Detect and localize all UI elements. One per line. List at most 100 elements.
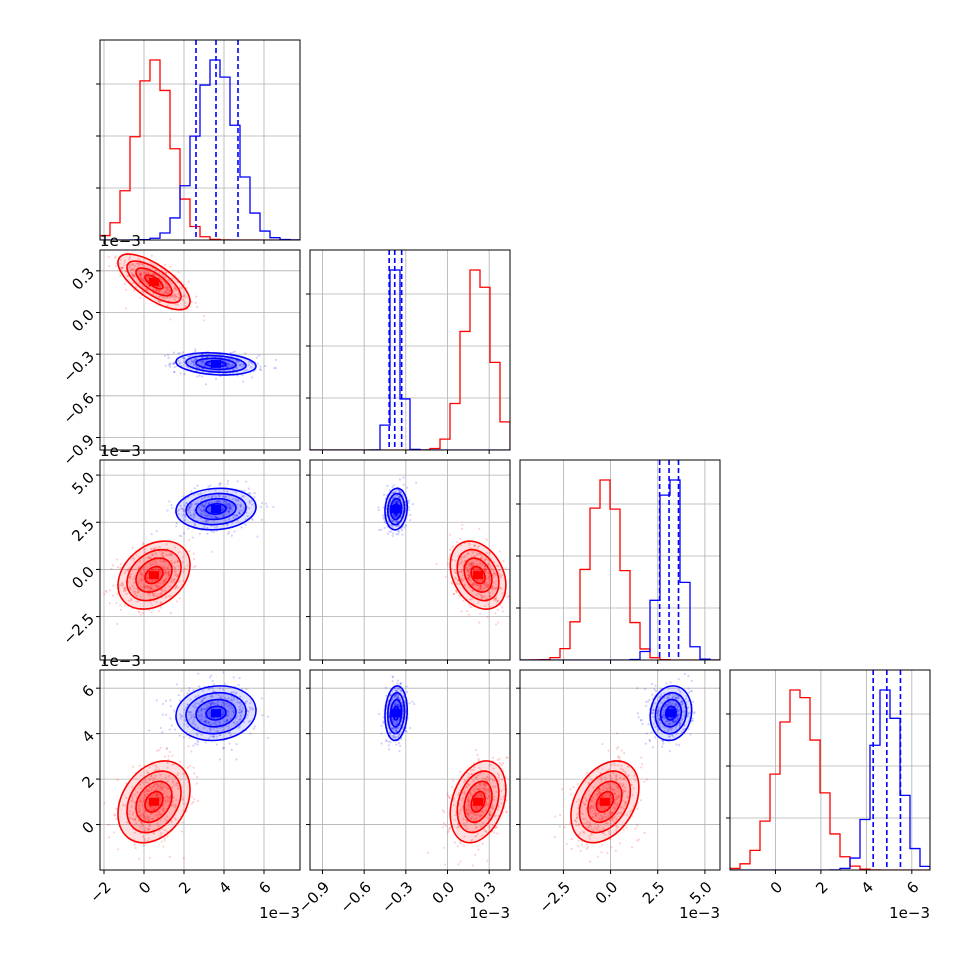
scatter-point xyxy=(115,264,118,268)
scatter-point xyxy=(181,351,185,354)
scatter-point xyxy=(189,506,192,509)
scatter-point xyxy=(252,727,256,730)
scatter-point xyxy=(223,500,226,503)
scatter-point xyxy=(377,506,380,509)
scatter-point xyxy=(190,300,193,304)
scatter-point xyxy=(158,572,161,575)
scatter-point xyxy=(184,305,187,308)
scatter-point xyxy=(177,513,180,516)
scatter-point xyxy=(622,828,625,832)
scatter-point xyxy=(391,676,395,679)
scatter-point xyxy=(149,547,153,551)
scatter-point xyxy=(135,594,138,597)
scatter-point xyxy=(186,692,189,695)
scatter-point xyxy=(150,584,153,587)
scatter-point xyxy=(224,495,228,498)
scatter-point xyxy=(228,510,231,513)
scatter-point xyxy=(231,363,234,366)
scatter-point xyxy=(192,362,195,365)
scatter-point xyxy=(456,845,459,848)
scatter-point xyxy=(492,572,495,576)
scatter-point xyxy=(203,510,206,513)
scatter-point xyxy=(222,508,225,512)
scatter-point xyxy=(169,265,172,268)
scatter-point xyxy=(468,574,471,578)
scatter-point xyxy=(154,585,158,588)
scatter-point xyxy=(570,793,573,796)
scatter-point xyxy=(177,352,180,355)
scatter-point xyxy=(470,579,473,582)
scatter-point xyxy=(177,359,180,362)
scatter-point xyxy=(196,484,199,487)
scatter-point xyxy=(165,271,168,275)
scatter-point xyxy=(151,293,155,296)
scatter-point xyxy=(184,514,187,517)
scatter-point xyxy=(228,519,231,522)
scatter-point xyxy=(132,581,136,584)
scatter-point xyxy=(145,576,148,579)
scatter-point xyxy=(459,860,462,863)
scatter-point xyxy=(221,363,224,366)
scatter-point xyxy=(179,362,182,365)
scatter-point xyxy=(139,272,142,276)
scatter-point xyxy=(260,518,263,521)
scatter-point xyxy=(233,368,236,371)
scatter-point xyxy=(586,843,589,846)
scatter-point xyxy=(201,353,204,356)
scatter-point xyxy=(389,741,392,744)
scatter-point xyxy=(169,699,172,702)
scatter-point xyxy=(128,586,131,589)
scatter-point xyxy=(202,364,205,367)
scatter-point xyxy=(173,286,177,289)
scatter-point xyxy=(240,503,243,506)
scatter-point xyxy=(149,601,152,604)
scatter-point xyxy=(468,563,471,566)
scatter-point xyxy=(231,504,234,508)
scatter-point xyxy=(492,569,495,573)
scatter-point xyxy=(164,578,167,581)
scatter-point xyxy=(500,764,503,767)
scatter-point xyxy=(165,554,168,557)
scatter-point xyxy=(213,501,217,504)
scatter-point xyxy=(135,587,138,590)
scatter-point xyxy=(606,851,609,855)
scatter-point xyxy=(452,779,455,782)
scatter-point xyxy=(163,571,167,574)
scatter-point xyxy=(200,504,203,507)
x-tick-label: 0 xyxy=(135,878,154,897)
scatter-point xyxy=(183,373,186,376)
scatter-point xyxy=(212,520,215,523)
scatter-point xyxy=(471,561,474,564)
scatter-point xyxy=(161,552,164,555)
scatter-point xyxy=(143,565,146,568)
scatter-point xyxy=(138,611,141,614)
scatter-point xyxy=(182,509,186,512)
scatter-point xyxy=(399,744,402,748)
scatter-point xyxy=(157,290,161,293)
scatter-point xyxy=(480,587,483,590)
scatter-point xyxy=(380,528,383,531)
scatter-point xyxy=(183,294,186,297)
scatter-point xyxy=(132,273,135,276)
scatter-point xyxy=(139,273,142,276)
scatter-point xyxy=(192,513,195,517)
scatter-point xyxy=(563,826,566,829)
scatter-point xyxy=(181,507,184,510)
panel-content xyxy=(100,40,300,240)
scatter-point xyxy=(166,292,170,295)
scatter-point xyxy=(218,494,221,497)
scatter-point xyxy=(237,498,240,501)
scatter-point xyxy=(259,365,262,368)
scatter-point xyxy=(200,361,203,364)
scatter-point xyxy=(164,550,167,553)
scatter-point xyxy=(640,756,643,759)
scatter-point xyxy=(247,364,250,367)
scatter-point xyxy=(162,551,165,555)
scatter-point xyxy=(146,276,150,279)
scatter-point xyxy=(199,512,202,515)
scatter-point xyxy=(143,586,146,589)
scatter-point xyxy=(236,503,239,506)
scatter-point xyxy=(165,286,169,289)
scatter-point xyxy=(199,509,202,512)
scatter-point xyxy=(176,560,179,563)
